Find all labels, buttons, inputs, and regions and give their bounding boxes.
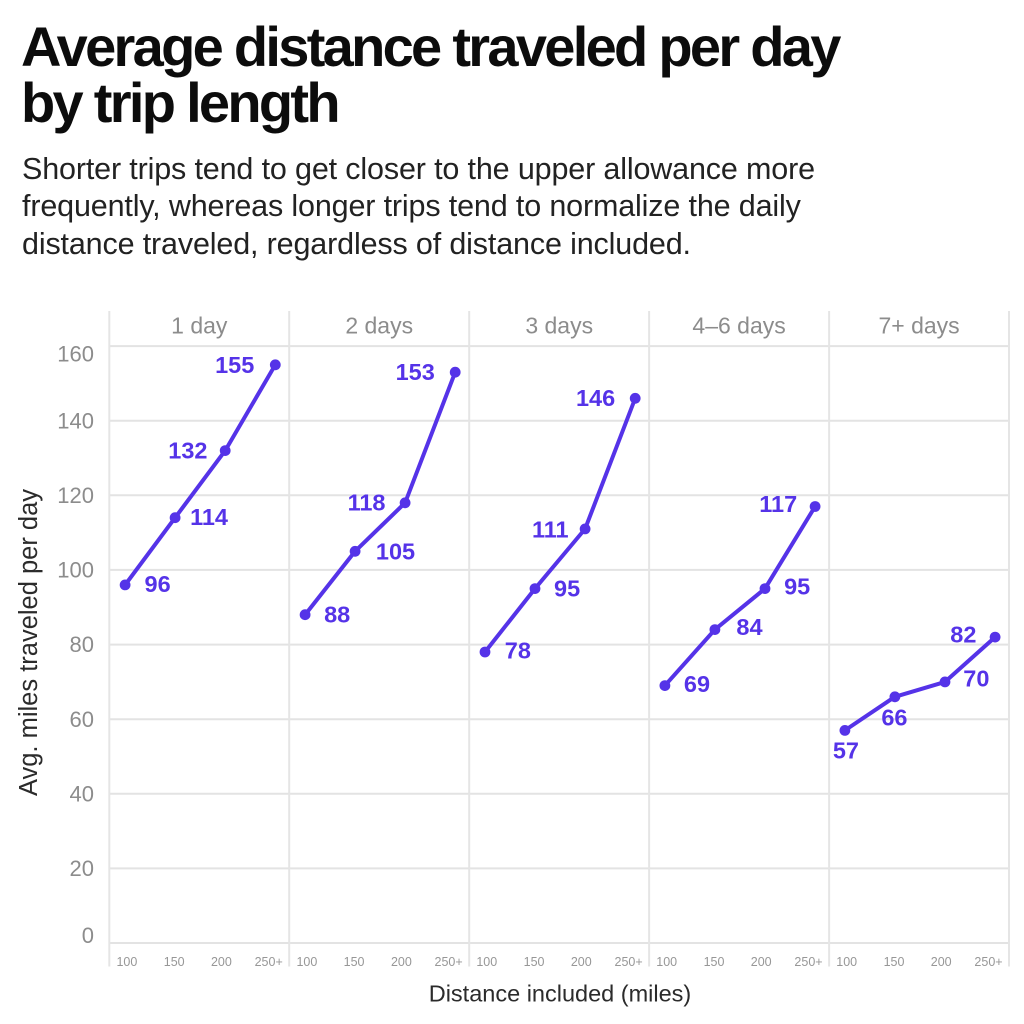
svg-text:40: 40 bbox=[70, 781, 94, 806]
svg-text:88: 88 bbox=[324, 602, 350, 628]
svg-text:200: 200 bbox=[391, 955, 412, 969]
svg-text:80: 80 bbox=[70, 632, 94, 657]
svg-text:2 days: 2 days bbox=[345, 313, 413, 339]
svg-text:118: 118 bbox=[348, 490, 386, 516]
svg-text:155: 155 bbox=[215, 352, 254, 378]
svg-text:100: 100 bbox=[476, 955, 497, 969]
svg-text:200: 200 bbox=[931, 955, 952, 969]
svg-text:117: 117 bbox=[759, 491, 797, 517]
svg-text:100: 100 bbox=[836, 955, 857, 969]
svg-text:150: 150 bbox=[884, 955, 905, 969]
svg-text:114: 114 bbox=[190, 504, 228, 530]
svg-text:7+ days: 7+ days bbox=[878, 313, 959, 339]
svg-text:150: 150 bbox=[344, 955, 365, 969]
svg-text:84: 84 bbox=[736, 614, 762, 640]
svg-text:140: 140 bbox=[57, 408, 94, 433]
svg-text:250+: 250+ bbox=[435, 955, 463, 969]
svg-text:250+: 250+ bbox=[615, 955, 643, 969]
svg-text:78: 78 bbox=[505, 638, 531, 664]
svg-text:66: 66 bbox=[881, 704, 907, 730]
svg-text:153: 153 bbox=[396, 359, 435, 385]
svg-text:60: 60 bbox=[70, 707, 94, 732]
svg-text:100: 100 bbox=[296, 955, 317, 969]
svg-text:57: 57 bbox=[833, 737, 859, 763]
svg-text:100: 100 bbox=[57, 558, 94, 583]
svg-text:200: 200 bbox=[751, 955, 772, 969]
svg-text:69: 69 bbox=[684, 671, 710, 697]
svg-text:250+: 250+ bbox=[974, 955, 1002, 969]
svg-text:70: 70 bbox=[963, 665, 989, 691]
svg-text:95: 95 bbox=[784, 574, 810, 600]
svg-text:100: 100 bbox=[656, 955, 677, 969]
svg-text:20: 20 bbox=[70, 856, 94, 881]
svg-text:150: 150 bbox=[704, 955, 725, 969]
svg-text:111: 111 bbox=[532, 516, 569, 542]
svg-text:105: 105 bbox=[376, 538, 415, 564]
svg-text:146: 146 bbox=[576, 385, 615, 411]
svg-text:250+: 250+ bbox=[255, 955, 283, 969]
svg-text:160: 160 bbox=[57, 342, 94, 367]
svg-text:96: 96 bbox=[145, 571, 171, 597]
svg-text:250+: 250+ bbox=[794, 955, 822, 969]
svg-text:200: 200 bbox=[211, 955, 232, 969]
svg-text:200: 200 bbox=[571, 955, 592, 969]
svg-text:100: 100 bbox=[116, 955, 137, 969]
svg-text:150: 150 bbox=[524, 955, 545, 969]
svg-text:120: 120 bbox=[57, 483, 94, 508]
svg-text:3 days: 3 days bbox=[525, 313, 593, 339]
svg-text:132: 132 bbox=[168, 437, 207, 463]
svg-text:150: 150 bbox=[164, 955, 185, 969]
svg-text:0: 0 bbox=[82, 923, 94, 948]
svg-text:Distance included (miles): Distance included (miles) bbox=[429, 981, 692, 1007]
svg-text:4–6 days: 4–6 days bbox=[692, 313, 785, 339]
svg-text:1 day: 1 day bbox=[171, 313, 228, 339]
svg-text:95: 95 bbox=[554, 575, 580, 601]
svg-text:82: 82 bbox=[950, 622, 976, 648]
svg-text:Avg. miles traveled per day: Avg. miles traveled per day bbox=[15, 489, 43, 796]
